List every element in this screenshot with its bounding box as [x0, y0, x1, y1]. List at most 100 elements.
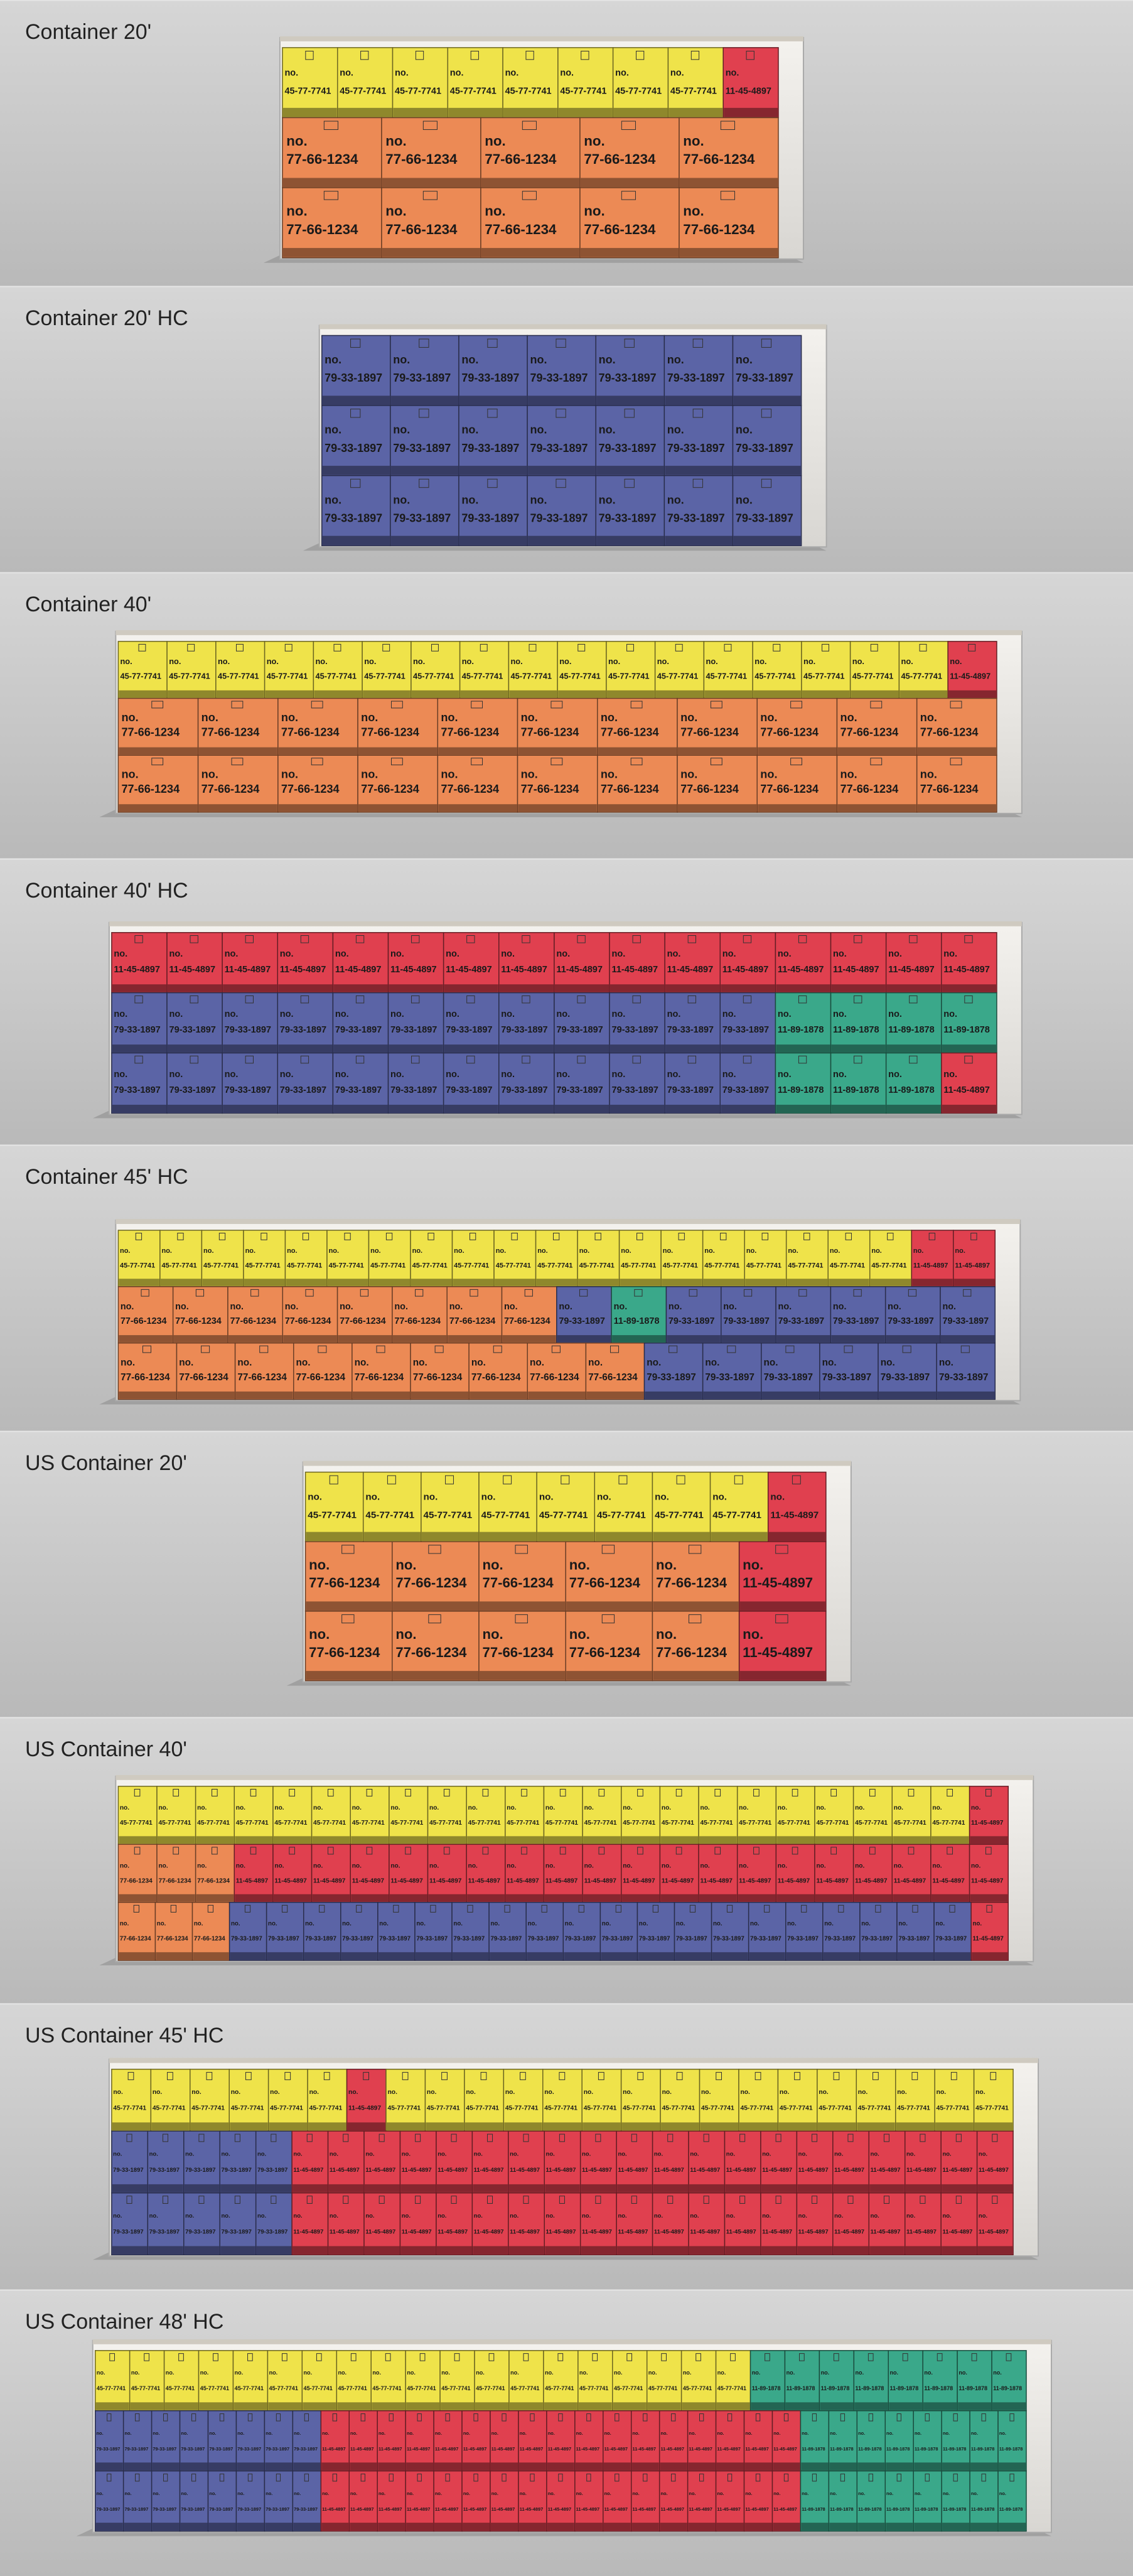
cargo-box: no.79-33-1897 — [219, 2192, 257, 2255]
box-code: 45-77-7741 — [200, 2385, 229, 2391]
cargo-box: no.79-33-1897 — [340, 1901, 379, 1961]
box-icon — [556, 338, 566, 348]
box-code: 45-77-7741 — [623, 2105, 656, 2112]
box-icon — [487, 409, 498, 418]
cargo-box: no.79-33-1897 — [122, 2410, 153, 2472]
box-icon — [632, 935, 641, 943]
cargo-box: no.11-45-4897 — [736, 1843, 777, 1903]
box-bottom — [341, 1952, 377, 1960]
box-icon — [792, 1475, 801, 1484]
box-prefix: no. — [120, 1805, 129, 1811]
cargo-box: no.77-66-1234 — [304, 1611, 393, 1682]
box-icon — [830, 1788, 837, 1797]
box-prefix: no. — [97, 2491, 104, 2496]
box-icon — [332, 2473, 337, 2482]
box-bottom — [606, 690, 655, 698]
box-prefix: no. — [352, 1862, 362, 1869]
box-bottom — [184, 2246, 220, 2255]
box-code: 45-77-7741 — [510, 672, 552, 681]
box-code: 79-33-1897 — [599, 512, 657, 524]
box-face — [227, 1286, 284, 1344]
box-icon — [887, 1233, 894, 1240]
box-prefix: no. — [971, 2430, 978, 2436]
box-icon — [428, 1545, 441, 1554]
box-face — [652, 2192, 689, 2255]
box-prefix: no. — [615, 68, 629, 78]
box-code: 79-33-1897 — [528, 1936, 559, 1943]
box-code: 11-89-1878 — [856, 2385, 884, 2391]
box-bottom — [923, 2402, 957, 2410]
cargo-box: no.45-77-7741 — [447, 47, 503, 119]
cargo-box: no.45-77-7741 — [930, 1786, 970, 1845]
box-face — [546, 2470, 576, 2532]
box-icon — [302, 1233, 309, 1240]
box-code: 79-33-1897 — [705, 1372, 754, 1383]
box-face — [777, 2068, 818, 2132]
box-prefix: no. — [736, 493, 753, 506]
box-face — [703, 641, 753, 699]
cargo-box: no.45-77-7741 — [738, 2068, 779, 2132]
box-prefix: no. — [889, 2369, 898, 2376]
box-face — [190, 2068, 230, 2132]
box-code: 45-77-7741 — [704, 1262, 739, 1269]
box-prefix: no. — [390, 1862, 400, 1869]
box-bottom — [363, 1532, 421, 1542]
box-prefix: no. — [510, 2213, 518, 2219]
box-face — [830, 1286, 886, 1344]
box-code: 11-45-4897 — [745, 2506, 768, 2512]
box-face — [852, 1843, 893, 1903]
box-icon — [559, 1847, 566, 1855]
cargo-box: no.77-66-1234 — [227, 1286, 284, 1344]
box-prefix: no. — [722, 1070, 736, 1080]
cargo-box: no.79-33-1897 — [266, 1901, 304, 1961]
cargo-box: no.11-45-4897 — [603, 2470, 632, 2532]
box-icon — [912, 1904, 918, 1913]
box-bottom — [333, 1044, 388, 1053]
cargo-box: no. 11-89-1878 — [888, 2350, 923, 2412]
box-code: 11-45-4897 — [701, 1877, 733, 1884]
cargo-box: no.77-66-1234 — [916, 754, 997, 813]
box-code: 11-89-1878 — [889, 2385, 918, 2391]
box-face — [702, 1342, 762, 1400]
cargo-box: no.11-45-4897 — [760, 2130, 798, 2194]
box-bottom — [406, 2523, 434, 2531]
box-icon — [422, 121, 438, 130]
box-icon — [601, 1545, 615, 1554]
box-icon — [947, 1847, 953, 1855]
box-prefix: no. — [556, 949, 570, 959]
box-code: 11-45-4897 — [438, 2229, 468, 2236]
cargo-box: no.45-77-7741 — [368, 1230, 411, 1287]
box-face — [201, 1230, 244, 1287]
box-prefix: no. — [633, 2430, 640, 2436]
box-icon — [541, 1904, 547, 1913]
box-code: 11-45-4897 — [745, 2446, 768, 2452]
box-prefix: no. — [197, 1862, 207, 1869]
box-bottom — [820, 1391, 878, 1399]
box-prefix: no. — [231, 1921, 240, 1928]
box-code: 11-45-4897 — [654, 2167, 684, 2174]
box-code: 79-33-1897 — [209, 2506, 233, 2512]
box-code: 11-45-4897 — [582, 2229, 612, 2236]
box-prefix: no. — [237, 2491, 244, 2496]
box-code: 79-33-1897 — [639, 1936, 670, 1943]
cargo-box: no.11-45-4897 — [554, 931, 610, 994]
box-code: 79-33-1897 — [530, 512, 588, 524]
box-bottom — [490, 2523, 518, 2531]
box-icon — [798, 1055, 807, 1064]
cargo-box: no.45-77-7741 — [891, 1786, 932, 1845]
box-code: 45-77-7741 — [287, 1262, 322, 1269]
box-prefix: no. — [633, 2491, 640, 2496]
box-bottom — [613, 107, 668, 117]
cargo-box: no.45-77-7741 — [478, 1471, 537, 1542]
cargo-box: no.11-45-4897 — [490, 2410, 519, 2472]
box-prefix: no. — [745, 2491, 752, 2496]
box-bottom — [293, 2523, 321, 2531]
cargo-box: no.11-45-4897 — [621, 1843, 661, 1903]
box-prefix: no. — [778, 1302, 792, 1312]
box-icon — [557, 2353, 564, 2361]
box-code: 77-66-1234 — [120, 1877, 153, 1884]
box-bottom — [660, 1836, 699, 1844]
box-code: 45-77-7741 — [657, 672, 699, 681]
box-face — [663, 335, 734, 406]
box-face — [554, 992, 610, 1054]
